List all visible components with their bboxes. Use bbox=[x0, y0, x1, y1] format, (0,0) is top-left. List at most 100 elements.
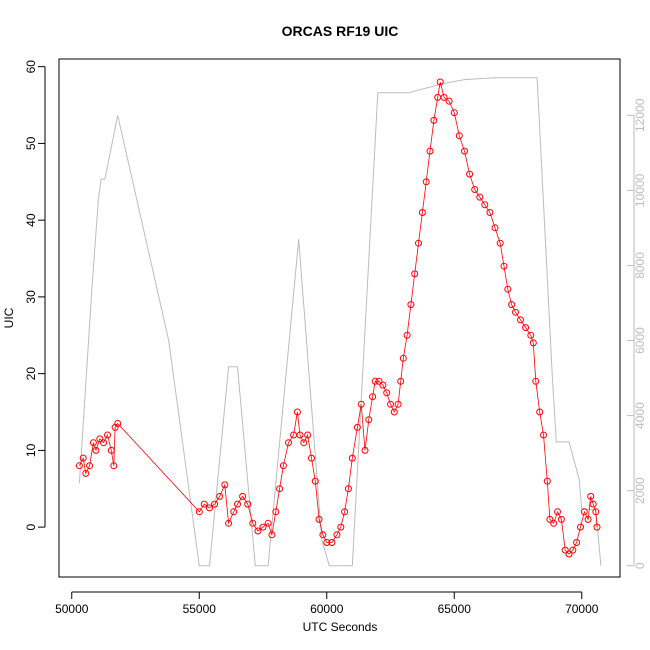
uic-point bbox=[426, 147, 434, 155]
uic-point bbox=[319, 531, 327, 539]
y2-tick-label: 12000 bbox=[633, 98, 647, 132]
uic-point bbox=[529, 339, 537, 347]
uic-point bbox=[440, 93, 448, 101]
uic-point bbox=[276, 485, 284, 493]
uic-point bbox=[308, 454, 315, 462]
uic-point bbox=[333, 531, 341, 539]
uic-point bbox=[369, 393, 377, 401]
y2-tick-label: 10000 bbox=[633, 173, 647, 207]
uic-point bbox=[383, 389, 391, 397]
uic-point bbox=[592, 508, 600, 516]
y2-tick-label: 2000 bbox=[633, 477, 647, 504]
uic-point bbox=[500, 262, 508, 270]
uic-point bbox=[508, 301, 516, 309]
uic-point bbox=[587, 492, 595, 500]
uic-point bbox=[397, 377, 405, 385]
uic-point bbox=[110, 462, 118, 470]
uic-point bbox=[311, 477, 319, 485]
uic-point bbox=[403, 331, 411, 339]
uic-point bbox=[86, 462, 94, 470]
altitude-line bbox=[78, 77, 602, 567]
uic-point bbox=[230, 508, 238, 516]
chart-title: ORCAS RF19 UIC bbox=[282, 23, 399, 39]
uic-point bbox=[221, 481, 229, 489]
uic-point bbox=[371, 377, 379, 385]
uic-point bbox=[550, 519, 558, 527]
uic-point bbox=[561, 546, 569, 554]
uic-point bbox=[557, 515, 565, 523]
uic-connector-line bbox=[79, 81, 598, 555]
uic-point bbox=[239, 492, 247, 500]
uic-point bbox=[357, 400, 365, 408]
uic-point bbox=[584, 515, 592, 523]
uic-point bbox=[580, 508, 588, 516]
uic-point bbox=[411, 270, 419, 278]
uic-point bbox=[353, 423, 361, 431]
uic-point bbox=[361, 446, 369, 454]
y-tick-label: 20 bbox=[24, 367, 38, 381]
uic-point bbox=[341, 508, 349, 516]
y-tick-label: 10 bbox=[24, 443, 38, 457]
axes-layer: 50000 55000 60000 65000 70000 0 10 20 30 40 50 60 0 2… bbox=[24, 60, 647, 616]
uic-point bbox=[254, 527, 262, 535]
y-tick-label: 60 bbox=[24, 60, 38, 74]
uic-point bbox=[79, 454, 87, 462]
uic-point bbox=[422, 178, 430, 186]
uic-point bbox=[522, 324, 530, 332]
uic-point bbox=[304, 431, 312, 439]
uic-point bbox=[272, 508, 280, 516]
uic-point bbox=[476, 193, 484, 201]
uic-point bbox=[466, 170, 474, 178]
uic-point bbox=[114, 420, 122, 427]
uic-point bbox=[394, 400, 402, 408]
x-tick-label: 50000 bbox=[55, 602, 89, 616]
uic-point bbox=[527, 331, 535, 339]
y-tick-label: 30 bbox=[24, 290, 38, 304]
uic-point bbox=[589, 500, 597, 508]
uic-point bbox=[543, 477, 551, 485]
uic-point bbox=[279, 462, 287, 470]
x-tick-label: 55000 bbox=[183, 602, 217, 616]
uic-point bbox=[565, 550, 573, 558]
uic-point bbox=[244, 500, 252, 508]
uic-point bbox=[593, 523, 601, 531]
uic-point bbox=[264, 519, 272, 527]
uic-point bbox=[445, 97, 453, 105]
uic-point bbox=[569, 546, 577, 554]
uic-point bbox=[546, 515, 554, 523]
uic-point bbox=[315, 515, 323, 523]
y2-tick-label: 4000 bbox=[633, 402, 647, 429]
uic-point bbox=[532, 377, 540, 385]
uic-point bbox=[195, 508, 203, 516]
uic-point bbox=[512, 308, 519, 316]
uic-point bbox=[225, 519, 233, 527]
uic-point bbox=[517, 316, 524, 324]
uic-point bbox=[540, 431, 547, 439]
uic-point bbox=[259, 523, 267, 531]
uic-point bbox=[323, 539, 331, 546]
y2-tick-label: 0 bbox=[633, 562, 647, 569]
uic-point bbox=[365, 416, 373, 424]
y2-tick-label: 6000 bbox=[633, 327, 647, 354]
uic-point bbox=[206, 504, 213, 512]
uic-point bbox=[387, 400, 394, 408]
uic-point bbox=[107, 446, 115, 454]
uic-point bbox=[296, 431, 304, 439]
uic-point bbox=[504, 285, 512, 293]
uic-point bbox=[536, 408, 544, 416]
uic-point bbox=[554, 508, 561, 516]
uic-point bbox=[300, 439, 308, 447]
uic-point bbox=[216, 492, 224, 500]
uic-point bbox=[234, 500, 241, 508]
uic-point bbox=[348, 454, 356, 462]
uic-points-layer bbox=[75, 78, 601, 558]
uic-point bbox=[430, 116, 438, 124]
x-axis-label: UTC Seconds bbox=[303, 620, 378, 634]
uic-point bbox=[450, 109, 458, 117]
uic-point bbox=[89, 439, 97, 447]
uic-point bbox=[92, 446, 100, 454]
uic-point bbox=[344, 485, 352, 493]
uic-point bbox=[337, 523, 345, 531]
uic-point bbox=[577, 523, 584, 531]
